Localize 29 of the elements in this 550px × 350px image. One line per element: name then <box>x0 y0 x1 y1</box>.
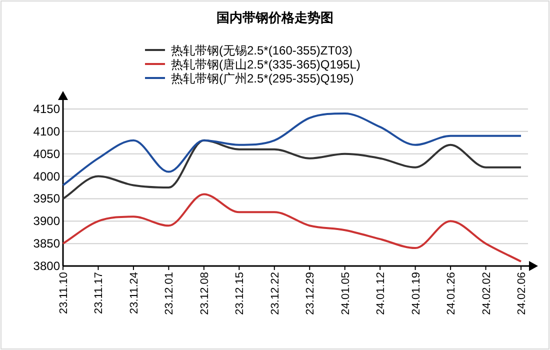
y-tick-label: 4000 <box>33 169 60 184</box>
x-tick-label: 23.11.10 <box>58 272 70 314</box>
x-tick-label: 23.11.24 <box>128 272 140 314</box>
x-tick-label: 23.11.17 <box>93 272 106 314</box>
line-series <box>62 112 522 186</box>
line-series <box>62 193 522 263</box>
x-tick-label: 23.12.15 <box>234 272 246 315</box>
y-tick-label: 4150 <box>33 102 60 116</box>
y-tick-label: 4100 <box>33 124 60 138</box>
x-tick-label: 23.12.22 <box>269 272 282 315</box>
x-tick-label: 24.01.12 <box>375 272 388 315</box>
line-series <box>62 139 522 200</box>
x-tick-label: 23.12.01 <box>164 272 176 315</box>
x-tick-label: 23.12.29 <box>304 272 317 315</box>
legend-label: 热轧带钢(唐山2.5*(335-365)Q195L) <box>171 58 360 72</box>
x-tick-label: 24.02.06 <box>516 272 528 315</box>
legend-label: 热轧带钢(无锡2.5*(160-355)ZT03) <box>171 44 352 58</box>
y-tick-label: 3900 <box>33 214 60 228</box>
x-tick-label: 24.01.05 <box>340 272 352 315</box>
y-tick-label: 3800 <box>33 259 60 273</box>
chart-title: 国内带钢价格走势图 <box>216 10 334 25</box>
y-tick-label: 4050 <box>33 146 60 161</box>
y-tick-label: 3950 <box>33 192 60 206</box>
x-tick-label: 24.01.26 <box>446 272 458 315</box>
legend-label: 热轧带钢(广州2.5*(295-355)Q195) <box>171 72 354 86</box>
x-tick-label: 24.02.02 <box>480 272 493 315</box>
x-tick-label: 23.12.08 <box>198 272 211 315</box>
y-tick-label: 3850 <box>33 236 60 251</box>
x-tick-label: 24.01.19 <box>410 272 422 315</box>
